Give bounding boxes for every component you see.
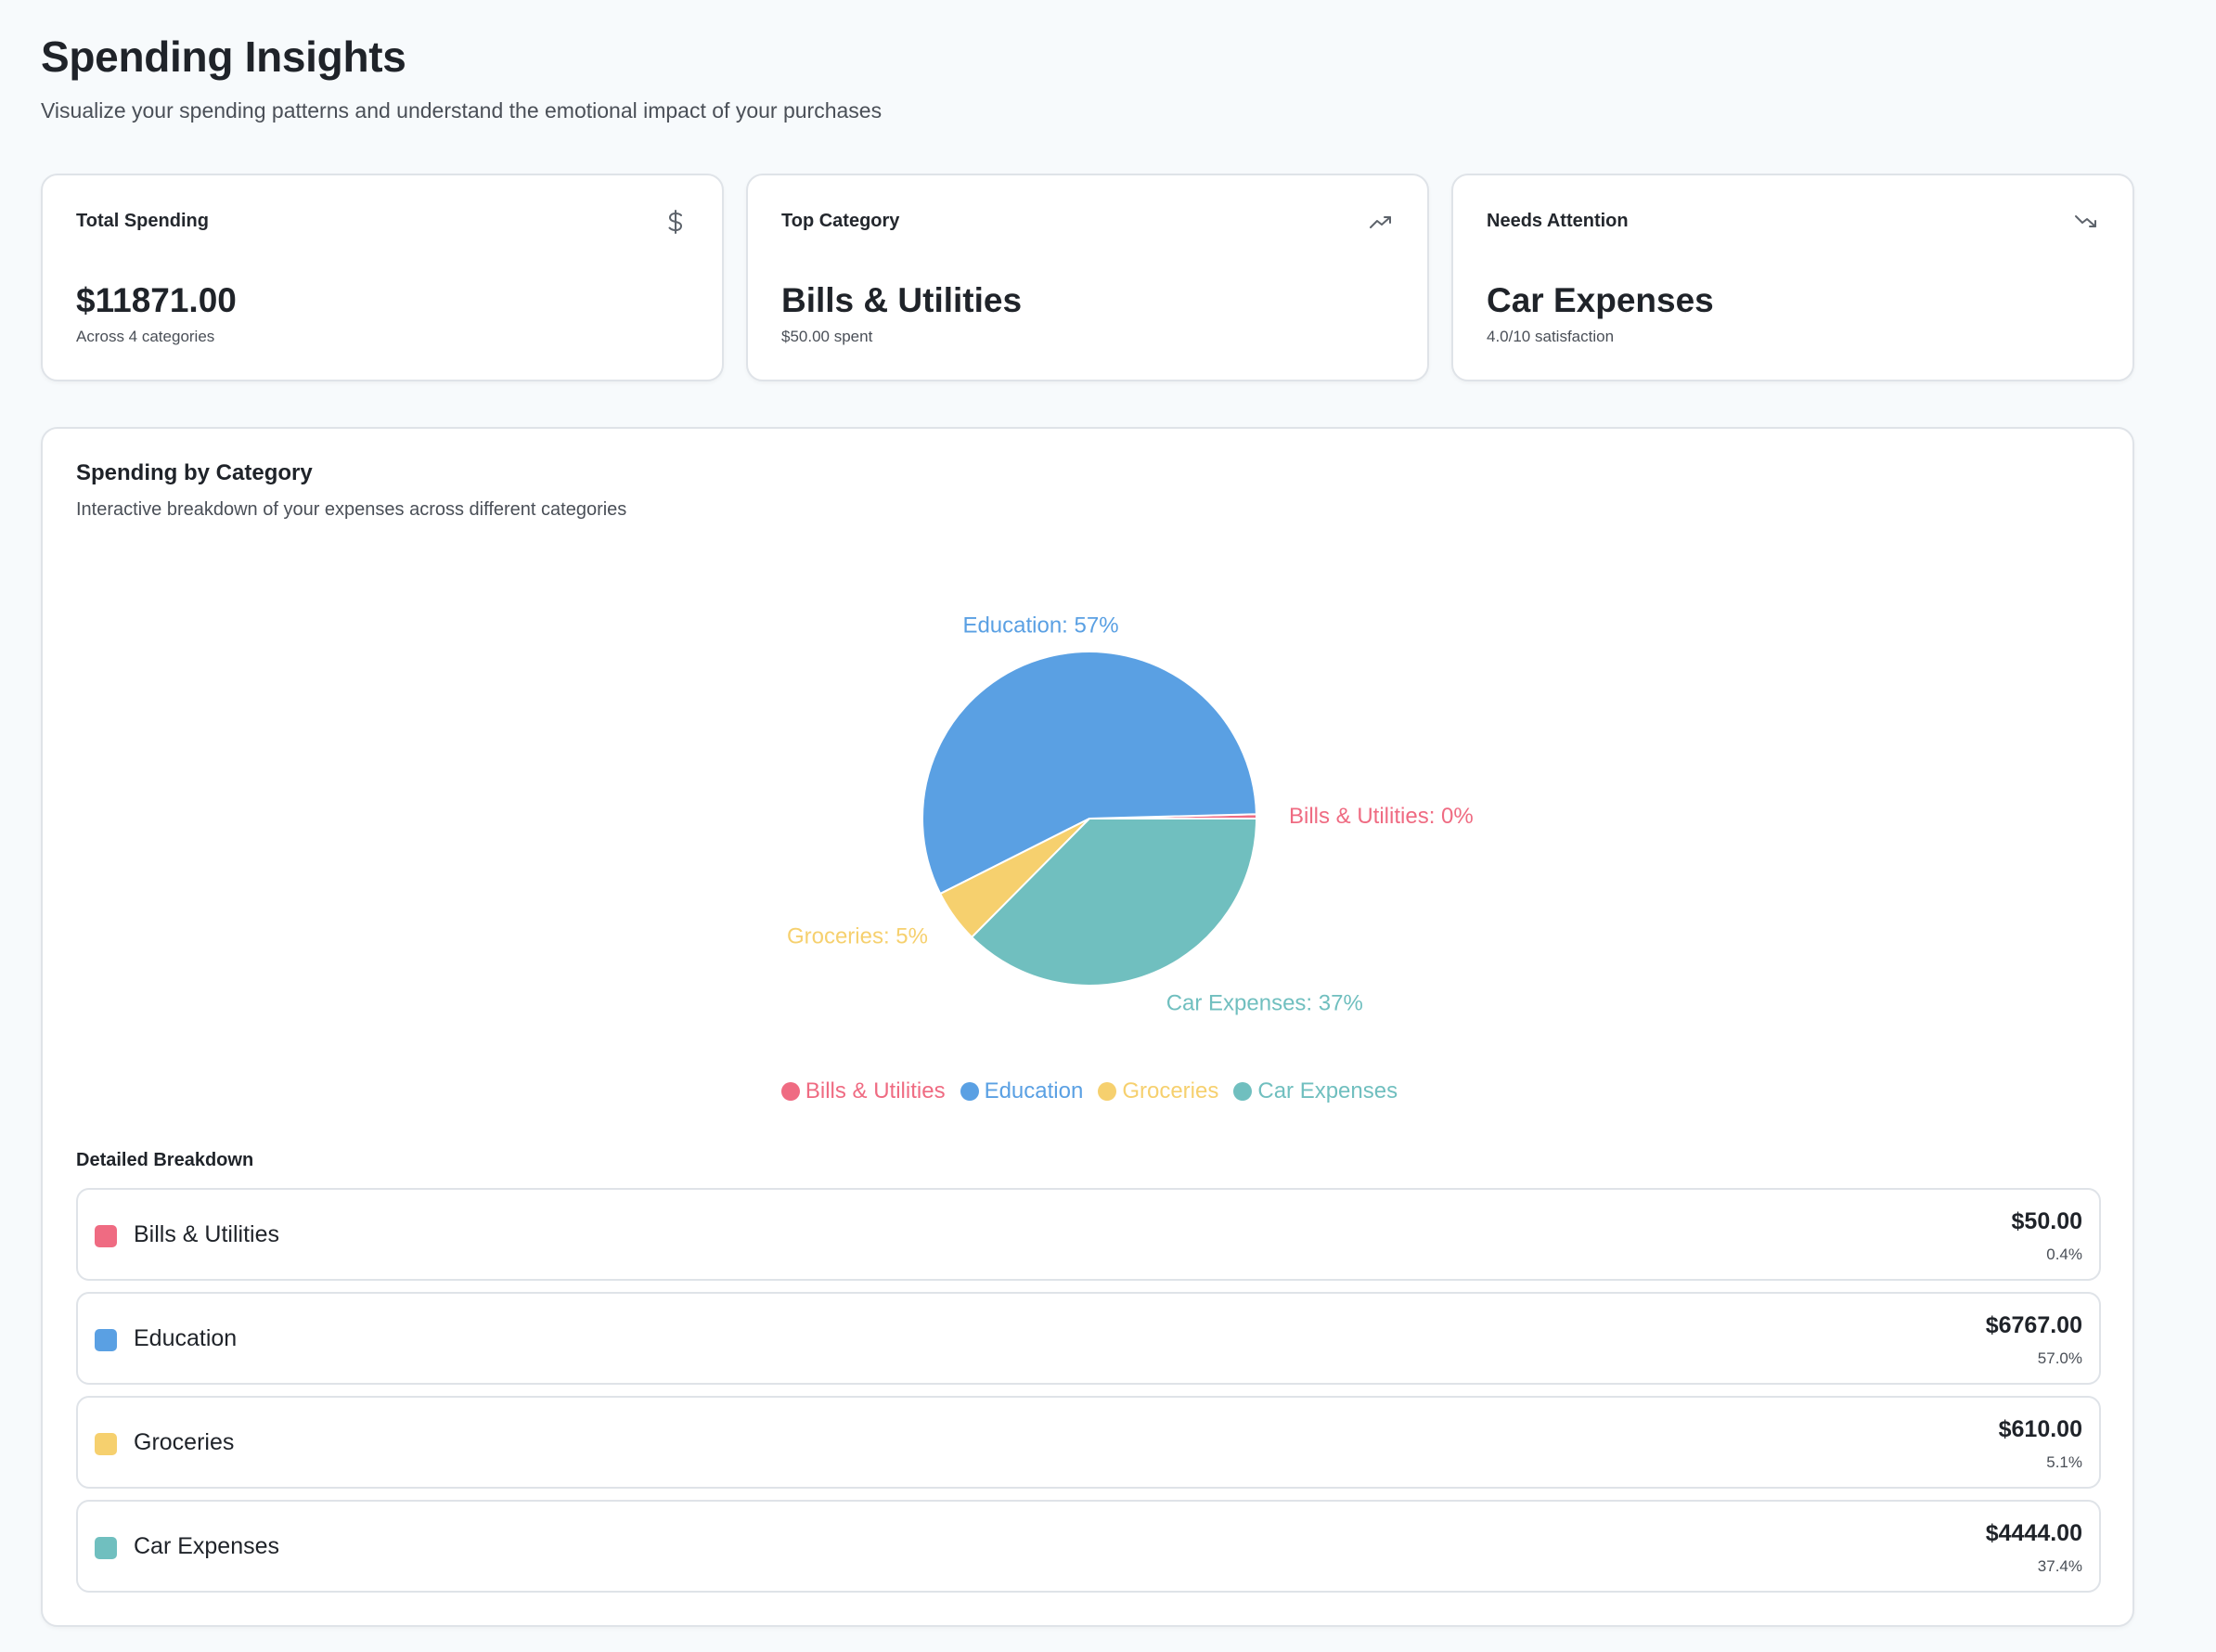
category-percent: 37.4% — [2037, 1557, 2082, 1575]
page-subtitle: Visualize your spending patterns and und… — [41, 98, 883, 123]
total-spending-card: Total Spending $11871.00 Across 4 catego… — [41, 174, 724, 381]
stat-subtext: $50.00 spent — [781, 328, 873, 345]
category-swatch — [95, 1537, 117, 1559]
top-category-card: Top Category Bills & Utilities $50.00 sp… — [746, 174, 1429, 381]
pie-label-groceries: Groceries: 5% — [787, 923, 928, 949]
stat-subtext: Across 4 categories — [76, 328, 215, 345]
trending-down-icon — [2073, 209, 2099, 235]
pie-slice-car-expenses[interactable] — [970, 818, 1258, 987]
pie-label-education: Education: 57% — [962, 613, 1118, 639]
category-amount: $50.00 — [2011, 1208, 2082, 1234]
legend-dot — [960, 1082, 979, 1101]
pie-slice-education[interactable] — [921, 651, 1257, 896]
category-amount: $4444.00 — [1985, 1520, 2082, 1546]
chart-legend: Bills & Utilities Education Groceries Car E… — [43, 1078, 2136, 1104]
category-percent: 5.1% — [2046, 1453, 2082, 1471]
category-percent: 57.0% — [2037, 1349, 2082, 1367]
stat-label: Top Category — [781, 211, 900, 231]
spending-by-category-card: Spending by Category Interactive breakdo… — [41, 427, 2134, 1627]
chart-card-title: Spending by Category — [76, 460, 313, 485]
needs-attention-card: Needs Attention Car Expenses 4.0/10 sati… — [1451, 174, 2134, 381]
stat-label: Total Spending — [76, 211, 209, 231]
category-name: Groceries — [134, 1429, 235, 1455]
category-swatch — [95, 1433, 117, 1455]
legend-item-car-expenses[interactable]: Car Expenses — [1233, 1078, 1398, 1104]
category-amount: $610.00 — [1998, 1416, 2082, 1442]
chart-card-subtitle: Interactive breakdown of your expenses a… — [76, 499, 627, 520]
category-swatch — [95, 1225, 117, 1247]
stat-value: Car Expenses — [1487, 281, 1714, 319]
legend-dot — [780, 1082, 800, 1101]
breakdown-row-bills-utilities[interactable]: Bills & Utilities $50.00 0.4% — [76, 1188, 2101, 1281]
legend-label: Education — [984, 1078, 1084, 1103]
breakdown-list: Bills & Utilities $50.00 0.4% Education … — [76, 1188, 2101, 1604]
legend-item-bills-utilities[interactable]: Bills & Utilities — [780, 1078, 946, 1104]
pie-label-bills-utilities: Bills & Utilities: 0% — [1289, 804, 1474, 829]
breakdown-row-groceries[interactable]: Groceries $610.00 5.1% — [76, 1396, 2101, 1489]
trending-up-icon — [1368, 209, 1394, 235]
legend-item-groceries[interactable]: Groceries — [1098, 1078, 1218, 1104]
stat-subtext: 4.0/10 satisfaction — [1487, 328, 1615, 345]
category-amount: $6767.00 — [1985, 1312, 2082, 1338]
breakdown-title: Detailed Breakdown — [76, 1150, 254, 1170]
dollar-icon — [663, 209, 689, 235]
stat-value: $11871.00 — [76, 281, 237, 319]
legend-dot — [1098, 1082, 1117, 1101]
breakdown-row-education[interactable]: Education $6767.00 57.0% — [76, 1292, 2101, 1385]
category-name: Education — [134, 1325, 238, 1351]
pie-label-car-expenses: Car Expenses: 37% — [1166, 991, 1363, 1016]
legend-label: Bills & Utilities — [805, 1078, 946, 1103]
category-swatch — [95, 1329, 117, 1351]
stat-label: Needs Attention — [1487, 211, 1629, 231]
legend-label: Car Expenses — [1257, 1078, 1398, 1103]
legend-dot — [1233, 1082, 1253, 1101]
legend-label: Groceries — [1122, 1078, 1219, 1103]
category-name: Car Expenses — [134, 1533, 280, 1559]
breakdown-row-car-expenses[interactable]: Car Expenses $4444.00 37.4% — [76, 1500, 2101, 1593]
category-name: Bills & Utilities — [134, 1221, 279, 1247]
stat-value: Bills & Utilities — [781, 281, 1023, 319]
page-title: Spending Insights — [41, 32, 406, 81]
category-percent: 0.4% — [2046, 1245, 2082, 1263]
legend-item-education[interactable]: Education — [960, 1078, 1084, 1104]
pie-chart[interactable]: Bills & Utilities: 0% Education: 57% Groce… — [43, 429, 2136, 1078]
